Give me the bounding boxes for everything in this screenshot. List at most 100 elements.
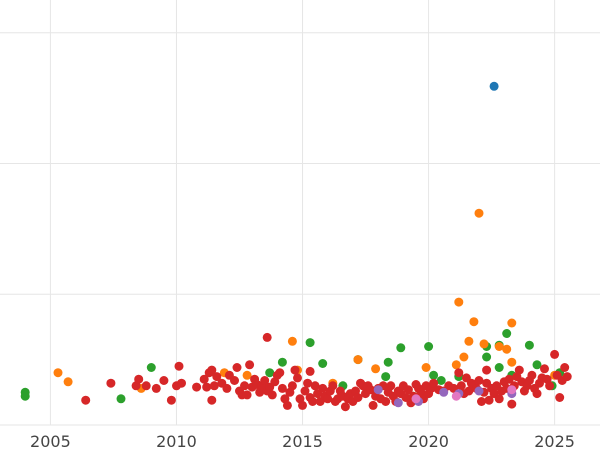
red-data-point	[207, 365, 217, 375]
red-data-point	[262, 332, 272, 342]
green-data-point	[494, 363, 504, 372]
red-data-point	[209, 381, 219, 391]
red-data-point	[290, 365, 300, 375]
orange-data-point	[63, 377, 73, 387]
red-data-point	[199, 374, 209, 384]
green-data-point	[502, 329, 512, 338]
purple-data-point	[393, 398, 403, 408]
red-data-point	[293, 373, 302, 383]
red-data-point	[159, 376, 169, 385]
green-data-point	[277, 357, 287, 367]
green-data-point	[381, 372, 391, 382]
green-data-point	[482, 352, 492, 362]
pink-data-point	[507, 385, 517, 395]
orange-data-point	[454, 297, 464, 307]
red-data-point	[232, 363, 242, 372]
red-data-point	[328, 381, 338, 391]
horizontal-gridlines	[0, 32, 600, 426]
pink-data-point	[411, 394, 421, 404]
orange-data-point	[507, 357, 517, 367]
red-data-point	[166, 395, 176, 405]
green-data-point	[524, 340, 534, 350]
red-data-point	[562, 372, 572, 382]
red-data-point	[477, 397, 486, 406]
red-data-point	[340, 402, 350, 412]
data-points	[20, 81, 572, 412]
red-data-point	[318, 383, 328, 393]
red-data-point	[177, 378, 186, 388]
red-data-point	[267, 390, 277, 400]
orange-data-point	[494, 342, 504, 351]
purple-data-point	[439, 387, 449, 397]
red-data-point	[277, 383, 287, 393]
red-data-point	[386, 381, 396, 391]
red-data-point	[141, 381, 151, 391]
red-data-point	[454, 368, 464, 378]
purple-data-point	[373, 385, 383, 395]
red-data-point	[527, 370, 537, 380]
green-data-point	[116, 394, 126, 404]
orange-data-point	[53, 368, 63, 378]
red-data-point	[275, 368, 285, 378]
red-data-point	[532, 389, 542, 399]
red-data-point	[484, 395, 494, 405]
x-axis-tick-labels: 2005 2010 2015 2020 2025	[30, 432, 575, 450]
red-data-point	[507, 399, 517, 409]
orange-data-point	[507, 318, 517, 328]
orange-data-point	[469, 317, 479, 327]
green-data-point	[424, 342, 434, 351]
red-data-point	[366, 385, 376, 395]
orange-data-point	[451, 360, 461, 370]
blue-data-point	[489, 81, 499, 91]
red-data-point	[245, 360, 255, 370]
orange-data-point	[459, 352, 469, 362]
red-data-point	[240, 381, 249, 391]
x-tick-label: 2025	[534, 432, 575, 450]
red-data-point	[555, 393, 565, 402]
grid-layer	[0, 0, 600, 426]
pink-data-point	[451, 391, 461, 401]
purple-data-point	[474, 386, 484, 396]
red-data-point	[192, 382, 202, 392]
red-data-point	[504, 374, 514, 384]
green-data-point	[265, 368, 275, 378]
red-data-point	[212, 372, 222, 382]
red-data-point	[310, 381, 320, 391]
green-data-point	[383, 357, 393, 367]
green-data-point	[429, 370, 439, 380]
green-data-point	[396, 343, 406, 353]
red-data-point	[403, 385, 413, 395]
vertical-gridlines	[49, 0, 556, 425]
orange-data-point	[371, 364, 381, 374]
red-data-point	[474, 376, 484, 385]
orange-data-point	[479, 339, 489, 349]
red-data-point	[287, 381, 297, 391]
green-data-point	[20, 391, 30, 401]
red-data-point	[514, 365, 524, 375]
red-data-point	[482, 365, 492, 375]
red-data-point	[207, 395, 217, 405]
red-data-point	[303, 378, 313, 388]
red-data-point	[174, 361, 184, 371]
red-data-point	[429, 378, 439, 388]
red-data-point	[353, 393, 363, 402]
orange-data-point	[474, 208, 484, 218]
orange-data-point	[242, 370, 252, 380]
red-data-point	[202, 382, 212, 392]
red-data-point	[368, 400, 378, 410]
orange-data-point	[287, 336, 297, 346]
red-data-point	[134, 374, 144, 384]
red-data-point	[560, 363, 570, 372]
x-tick-label: 2020	[408, 432, 449, 450]
red-data-point	[222, 383, 232, 393]
green-data-point	[532, 360, 542, 370]
red-data-point	[151, 383, 161, 393]
orange-data-point	[421, 363, 431, 372]
red-data-point	[242, 390, 252, 400]
red-data-point	[305, 366, 315, 376]
red-data-point	[300, 386, 310, 396]
red-data-point	[545, 381, 555, 391]
orange-data-point	[464, 336, 474, 346]
red-data-point	[230, 376, 239, 385]
orange-data-point	[353, 355, 363, 365]
